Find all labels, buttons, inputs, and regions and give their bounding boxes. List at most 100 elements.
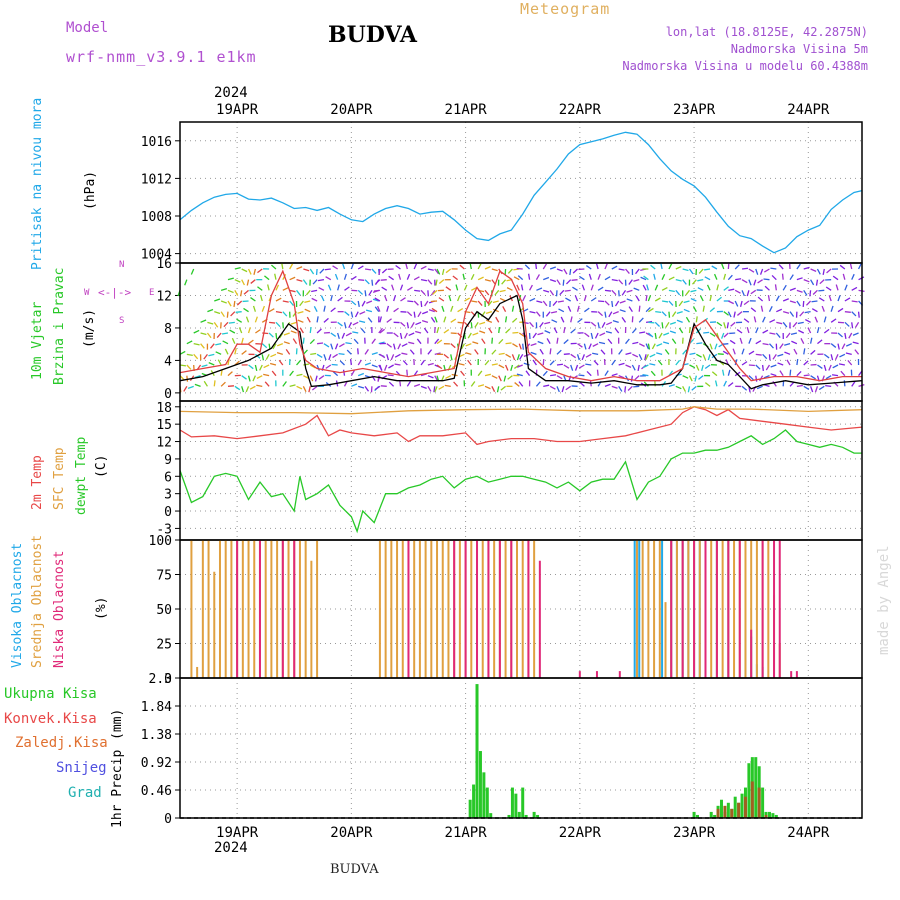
wind-barb xyxy=(392,343,396,350)
tick-label: 3 xyxy=(164,488,172,503)
wind-barb xyxy=(544,330,551,334)
wind-barb xyxy=(348,322,352,329)
wind-barb xyxy=(550,311,558,314)
wind-barb xyxy=(630,375,634,382)
wind-barb xyxy=(518,343,522,350)
wind-barb xyxy=(803,289,808,296)
compass-e: E xyxy=(149,288,155,298)
wind-barb xyxy=(452,275,458,281)
wind-barb xyxy=(241,279,245,286)
wind-barb xyxy=(777,353,784,357)
wind-barb xyxy=(544,321,551,325)
wind-barb xyxy=(638,317,644,323)
compass-s: S xyxy=(119,316,125,326)
wind-barb xyxy=(302,386,307,393)
wind-barb xyxy=(311,385,318,391)
wind-barb xyxy=(576,305,580,312)
wind-barb xyxy=(267,284,270,291)
wind-barb xyxy=(372,298,379,302)
wind-barb xyxy=(822,268,825,276)
wind-barb xyxy=(352,321,359,326)
wind-barb xyxy=(481,338,486,345)
wind-barb xyxy=(763,268,770,273)
wind-barb xyxy=(308,386,311,393)
wind-barb xyxy=(529,321,534,328)
wind-barb xyxy=(816,327,820,334)
wind-barb xyxy=(841,343,846,350)
precip-bar xyxy=(472,784,476,818)
wind-barb xyxy=(565,279,572,285)
wind-barb xyxy=(584,307,590,313)
wind-barb xyxy=(231,337,236,344)
wind-barb xyxy=(606,321,613,326)
wind-barb xyxy=(810,279,815,286)
wind-barb xyxy=(216,332,222,338)
wind-barb xyxy=(320,295,325,302)
wind-barb xyxy=(302,349,308,355)
wind-barb xyxy=(818,297,825,302)
wind-barb xyxy=(590,321,597,327)
wind-barb xyxy=(796,384,803,387)
wind-barb xyxy=(723,273,727,280)
wind-barb xyxy=(647,332,654,338)
wind-barb xyxy=(726,322,729,329)
wind-barb xyxy=(549,385,556,390)
wind-barb xyxy=(771,274,777,281)
wind-barb xyxy=(206,332,212,339)
wind-barb xyxy=(399,380,402,387)
wind-barb xyxy=(332,265,338,270)
wind-barb xyxy=(345,342,352,345)
wind-barb xyxy=(776,321,783,325)
precip-legend-convective: Konvek.Kisa xyxy=(4,711,97,727)
wind-barb xyxy=(271,370,277,377)
wind-barb xyxy=(401,343,408,347)
wind-barb xyxy=(182,290,187,293)
precip-bar xyxy=(730,808,734,818)
wind-barb xyxy=(499,297,506,302)
wind-barb xyxy=(796,300,801,307)
tick-label: 1008 xyxy=(141,210,172,225)
wind-barb xyxy=(830,305,834,312)
wind-barb xyxy=(195,279,201,280)
wind-barb xyxy=(227,277,234,281)
wind-barb xyxy=(714,380,718,387)
wind-barb xyxy=(423,327,429,334)
wind-barb xyxy=(844,321,850,327)
wind-barb xyxy=(765,364,771,371)
wind-barb xyxy=(778,264,784,270)
wind-barb xyxy=(352,331,359,334)
wind-barb xyxy=(387,374,394,377)
wind-barb xyxy=(545,311,551,317)
wind-barb xyxy=(645,354,649,361)
wind-barb xyxy=(495,316,500,323)
wind-barb xyxy=(413,311,416,318)
precip-bar xyxy=(532,811,536,818)
wind-barb xyxy=(214,298,221,302)
wind-barb xyxy=(443,316,447,323)
series-line xyxy=(179,269,862,382)
wind-barb xyxy=(839,264,846,270)
wind-barb xyxy=(748,375,754,381)
wind-barb xyxy=(309,268,315,275)
wind-barb xyxy=(344,311,350,316)
precip-bar xyxy=(468,799,472,818)
tick-label: 75 xyxy=(156,569,172,584)
wind-barb xyxy=(275,297,282,302)
wind-barb xyxy=(748,279,752,286)
wind-barb xyxy=(817,339,823,345)
wind-barb xyxy=(604,383,611,387)
wind-barb xyxy=(276,352,283,355)
wind-barb xyxy=(803,360,809,366)
wind-barb xyxy=(823,328,830,334)
wind-barb xyxy=(303,375,310,379)
precip-bar xyxy=(761,787,765,818)
wind-barb xyxy=(433,386,436,393)
wind-barb xyxy=(366,300,373,304)
wind-barb xyxy=(563,353,570,355)
wind-barb xyxy=(642,364,649,369)
wind-barb xyxy=(658,332,663,339)
series-line xyxy=(179,294,863,390)
wind-barb xyxy=(209,343,215,349)
wind-barb xyxy=(259,364,263,371)
wind-barb xyxy=(249,385,256,390)
